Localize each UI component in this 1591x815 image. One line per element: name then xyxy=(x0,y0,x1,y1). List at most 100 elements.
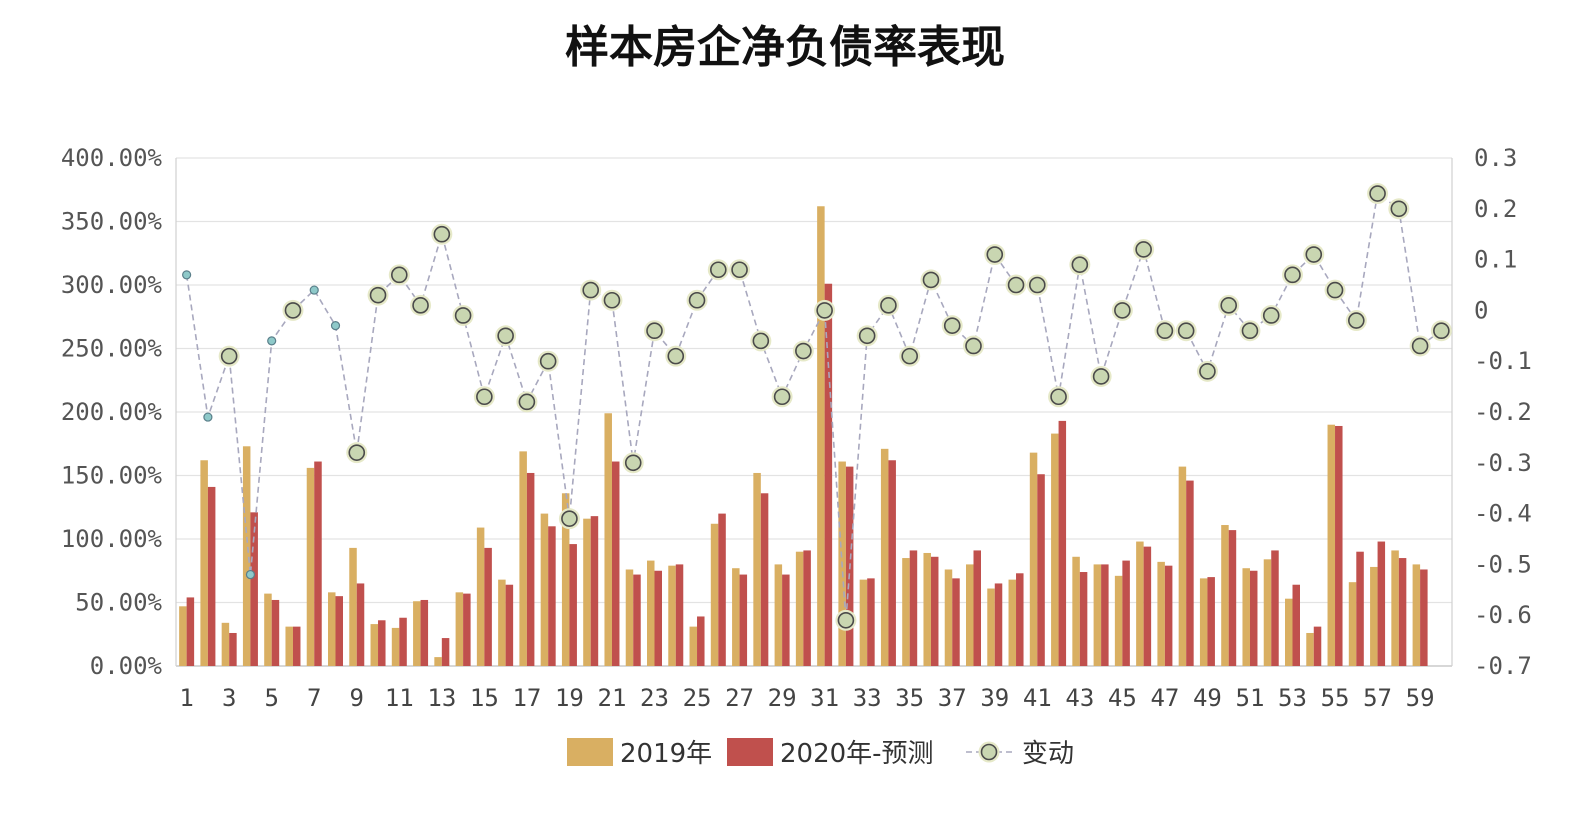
change-point xyxy=(986,246,1004,263)
x-tick-label: 51 xyxy=(1236,684,1265,712)
bar-2020-forecast xyxy=(1058,420,1067,666)
y-left-tick-label: 250.00% xyxy=(61,335,163,363)
change-point xyxy=(245,569,256,580)
bar-2019 xyxy=(710,523,719,666)
change-point xyxy=(330,321,341,331)
x-tick-label: 3 xyxy=(222,684,236,712)
bar-2020-forecast xyxy=(1164,565,1173,666)
gridlines xyxy=(175,157,1453,667)
x-axis: 1 3 5 7 9 11 13 15 17 19 21 23 25 27 29 31 33 35 37 39 41 43 4… xyxy=(179,684,1434,712)
change-point xyxy=(1114,302,1131,319)
bar-2020-forecast xyxy=(1313,626,1322,666)
bar-2019 xyxy=(413,601,421,666)
bar-2019 xyxy=(1412,564,1421,666)
bar-2019 xyxy=(966,564,974,666)
legend-marker-change xyxy=(980,743,998,761)
bar-2020-forecast xyxy=(1016,573,1024,666)
change-point xyxy=(309,285,319,295)
x-tick-label: 41 xyxy=(1023,684,1052,712)
bar-2020-forecast xyxy=(526,472,535,666)
bar-2019 xyxy=(668,565,676,666)
change-point xyxy=(518,393,536,411)
x-tick-label: 1 xyxy=(179,684,193,712)
bar-2020-forecast xyxy=(590,516,599,666)
bar-2020-forecast xyxy=(633,574,641,666)
bar-2019 xyxy=(221,622,230,666)
bar-2020-forecast xyxy=(867,578,875,666)
x-tick-label: 27 xyxy=(725,684,754,712)
change-point xyxy=(922,271,940,289)
bar-series xyxy=(179,206,1428,666)
bar-2020-forecast xyxy=(569,544,577,666)
bar-2020-forecast xyxy=(909,550,918,666)
change-point xyxy=(880,297,897,314)
bar-2020-forecast xyxy=(994,583,1003,666)
bar-2019 xyxy=(944,569,953,666)
y-right-tick-label: 0.3 xyxy=(1474,144,1517,172)
bar-2019 xyxy=(328,592,336,666)
y-left-tick-label: 400.00% xyxy=(61,144,163,172)
bar-2019 xyxy=(498,579,506,666)
y-right-tick-label: -0.5 xyxy=(1474,550,1532,578)
change-point xyxy=(1305,246,1323,263)
bar-2019 xyxy=(1242,568,1250,666)
bar-2020-forecast xyxy=(888,460,896,666)
bar-2019 xyxy=(902,558,910,666)
bar-2020-forecast xyxy=(505,584,514,666)
bar-2019 xyxy=(1306,632,1314,666)
x-tick-label: 33 xyxy=(853,684,882,712)
bar-2019 xyxy=(1114,575,1123,666)
change-point xyxy=(267,336,277,346)
bar-2019 xyxy=(774,564,783,666)
bar-2019 xyxy=(923,552,931,666)
change-point xyxy=(1241,322,1259,340)
bar-2019 xyxy=(434,657,442,666)
change-point xyxy=(667,347,685,365)
bar-2020-forecast xyxy=(611,461,620,666)
x-tick-label: 17 xyxy=(512,684,541,712)
bar-2019 xyxy=(1051,433,1059,666)
bar-2019 xyxy=(1391,550,1399,666)
change-point xyxy=(182,270,192,280)
bar-2019 xyxy=(1285,598,1293,666)
x-tick-label: 23 xyxy=(640,684,669,712)
change-point xyxy=(539,352,557,370)
x-tick-label: 47 xyxy=(1150,684,1179,712)
bar-2020-forecast xyxy=(1249,570,1258,666)
bar-2020-forecast xyxy=(548,526,556,666)
bar-2020-forecast xyxy=(463,593,471,666)
bar-2019 xyxy=(1157,561,1165,666)
y-left-tick-label: 150.00% xyxy=(61,462,163,490)
change-point xyxy=(1220,297,1237,314)
change-point xyxy=(582,281,600,299)
change-point xyxy=(476,388,493,406)
change-point xyxy=(284,302,302,319)
y-left-tick-label: 0.00% xyxy=(90,652,163,680)
change-point xyxy=(1411,337,1429,355)
x-tick-label: 53 xyxy=(1278,684,1307,712)
bar-2019 xyxy=(540,513,549,666)
bar-2019 xyxy=(1136,541,1144,666)
x-tick-label: 11 xyxy=(385,684,414,712)
bar-2020-forecast xyxy=(1143,546,1152,666)
change-point xyxy=(1348,312,1365,329)
bar-2020-forecast xyxy=(356,583,365,666)
x-tick-label: 13 xyxy=(427,684,456,712)
x-tick-label: 7 xyxy=(307,684,321,712)
bar-2019 xyxy=(1093,564,1102,666)
bar-2020-forecast xyxy=(1207,577,1215,666)
bar-2019 xyxy=(285,626,293,666)
bar-2019 xyxy=(1199,578,1208,666)
bar-2019 xyxy=(795,551,804,666)
bar-2019 xyxy=(1008,579,1017,666)
bar-2019 xyxy=(1221,525,1229,666)
bar-2020-forecast xyxy=(1186,480,1194,666)
bar-2019 xyxy=(647,560,655,666)
bar-2020-forecast xyxy=(973,550,981,666)
bar-2020-forecast xyxy=(250,512,258,666)
change-point xyxy=(858,327,876,345)
bar-2019 xyxy=(732,568,740,666)
bar-2020-forecast xyxy=(1228,530,1237,666)
y-right-tick-label: 0.2 xyxy=(1474,195,1517,223)
bar-2020-forecast xyxy=(654,570,662,666)
